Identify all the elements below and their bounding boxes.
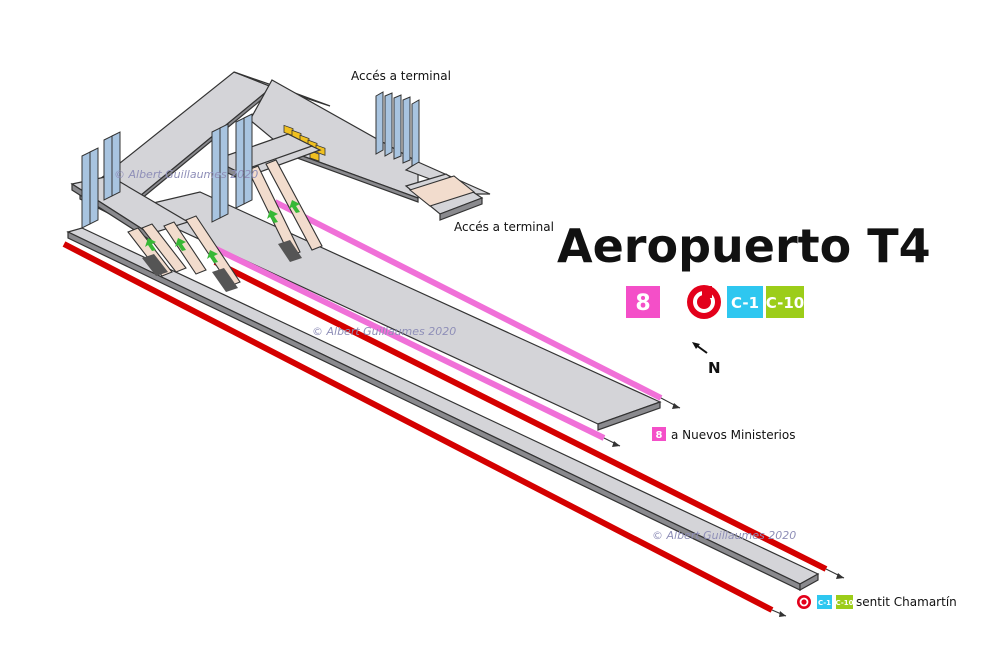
north-label: N xyxy=(708,359,721,377)
escalator-arrow-icon xyxy=(289,200,300,213)
c1-mini-badge xyxy=(817,595,832,609)
watermark-middle: © Albert Guillaumes 2020 xyxy=(312,325,456,338)
metro-track-south xyxy=(208,243,621,447)
metro-line-8-mini-badge xyxy=(652,427,666,441)
stair-openings xyxy=(142,240,302,292)
watermark-bottom: © Albert Guillaumes 2020 xyxy=(652,529,796,542)
metro-line-8-badge xyxy=(626,286,660,318)
escalator-arrow-icon xyxy=(175,238,186,251)
destination-nuevos-ministerios: 8 a Nuevos Ministerios xyxy=(652,427,795,442)
watermark-top: © Albert Guillaumes 2020 xyxy=(114,168,258,181)
metro-line-8-label: 8 xyxy=(635,291,650,316)
renfe-platform xyxy=(66,227,820,592)
access-terminal-label-top: Accés a terminal xyxy=(351,69,451,83)
station-title: Aeropuerto T4 xyxy=(557,219,931,273)
terminal-pillars xyxy=(375,91,420,167)
nuevos-ministerios-label: a Nuevos Ministerios xyxy=(671,428,795,442)
c1-mini-label: C-1 xyxy=(818,599,831,607)
metro-track-north xyxy=(273,199,681,409)
renfe-track-south xyxy=(62,241,787,617)
cercanias-logo-icon xyxy=(687,285,721,319)
escalator-arrow-icon xyxy=(145,238,156,251)
c10-line-badge xyxy=(766,286,804,318)
c10-mini-label: C-10 xyxy=(836,599,854,607)
escalator-arrow-icon xyxy=(207,250,218,263)
escalator-arrows xyxy=(145,200,300,263)
escalator-ramps xyxy=(127,159,323,287)
destination-chamartin: C-1 C-10 sentit Chamartín xyxy=(797,595,957,609)
c1-line-badge xyxy=(727,286,763,318)
escalator-arrow-icon xyxy=(267,210,278,223)
support-pillars xyxy=(81,113,253,229)
chamartin-label: sentit Chamartín xyxy=(856,595,957,609)
line-badges: 8 C-1 C-10 xyxy=(626,285,804,319)
metro-line-8-mini-label: 8 xyxy=(656,430,663,441)
c1-line-label: C-1 xyxy=(731,294,759,312)
renfe-track-north xyxy=(213,259,845,579)
access-terminal-label-right: Accés a terminal xyxy=(454,220,554,234)
c10-mini-badge xyxy=(836,595,853,609)
cercanias-mini-logo-icon xyxy=(797,595,811,609)
c10-line-label: C-10 xyxy=(766,294,804,312)
north-arrow-icon xyxy=(692,342,708,354)
